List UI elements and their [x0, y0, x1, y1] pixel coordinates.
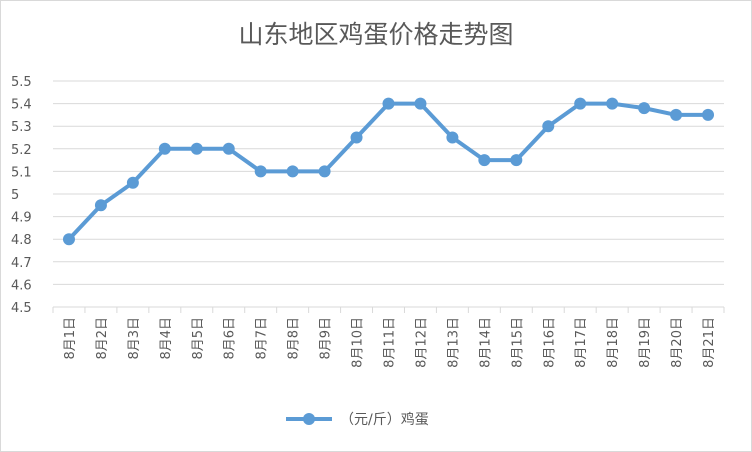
x-tick-label: 8月9日	[319, 317, 334, 360]
x-tick-label: 8月10日	[351, 317, 366, 368]
data-point	[606, 97, 619, 110]
x-tick-label: 8月18日	[606, 317, 621, 368]
legend-label: （元/斤）鸡蛋	[340, 412, 429, 428]
data-point	[702, 108, 715, 121]
y-tick-label: 5.4	[11, 98, 32, 113]
data-point	[126, 176, 139, 189]
y-tick-label: 5	[11, 188, 19, 203]
data-point	[382, 97, 395, 110]
x-tick-label: 8月3日	[127, 317, 142, 360]
y-tick-label: 5.3	[11, 120, 32, 135]
data-point	[574, 97, 587, 110]
x-tick-label: 8月15日	[510, 317, 525, 368]
data-point	[254, 165, 267, 178]
y-tick-label: 4.6	[11, 278, 32, 293]
x-tick-label: 8月7日	[255, 317, 270, 360]
data-point	[542, 120, 555, 133]
y-tick-label: 5.5	[11, 75, 32, 90]
data-point	[350, 131, 363, 144]
data-point	[638, 102, 651, 115]
y-tick-label: 4.5	[11, 301, 32, 316]
y-tick-label: 4.8	[11, 233, 32, 248]
x-tick-label: 8月12日	[414, 317, 429, 368]
x-tick-label: 8月20日	[670, 317, 685, 368]
y-tick-label: 5.2	[11, 143, 32, 158]
x-tick-label: 8月1日	[63, 317, 78, 360]
legend: （元/斤）鸡蛋	[286, 407, 429, 431]
legend-marker	[286, 407, 332, 431]
x-tick-label: 8月21日	[702, 317, 717, 368]
chart-title: 山东地区鸡蛋价格走势图	[238, 20, 514, 49]
x-tick-label: 8月13日	[446, 317, 461, 368]
x-tick-label: 8月5日	[191, 317, 206, 360]
x-tick-label: 8月11日	[383, 317, 398, 368]
x-tick-label: 8月4日	[159, 317, 174, 360]
data-point	[62, 233, 75, 246]
x-tick-label: 8月16日	[542, 317, 557, 368]
data-point	[478, 154, 491, 167]
x-tick-label: 8月19日	[638, 317, 653, 368]
data-point	[158, 142, 171, 155]
y-tick-label: 4.9	[11, 211, 32, 226]
data-point	[318, 165, 331, 178]
data-point	[670, 108, 683, 121]
data-point	[94, 199, 107, 212]
data-point	[446, 131, 459, 144]
data-point	[190, 142, 203, 155]
data-point	[222, 142, 235, 155]
data-point	[414, 97, 427, 110]
x-tick-label: 8月6日	[223, 317, 238, 360]
x-tick-label: 8月14日	[478, 317, 493, 368]
x-tick-label: 8月2日	[95, 317, 110, 360]
data-point	[286, 165, 299, 178]
x-tick-label: 8月17日	[574, 317, 589, 368]
data-point	[510, 154, 523, 167]
y-tick-label: 4.7	[11, 256, 32, 271]
y-tick-label: 5.1	[11, 165, 32, 180]
x-tick-label: 8月8日	[287, 317, 302, 360]
